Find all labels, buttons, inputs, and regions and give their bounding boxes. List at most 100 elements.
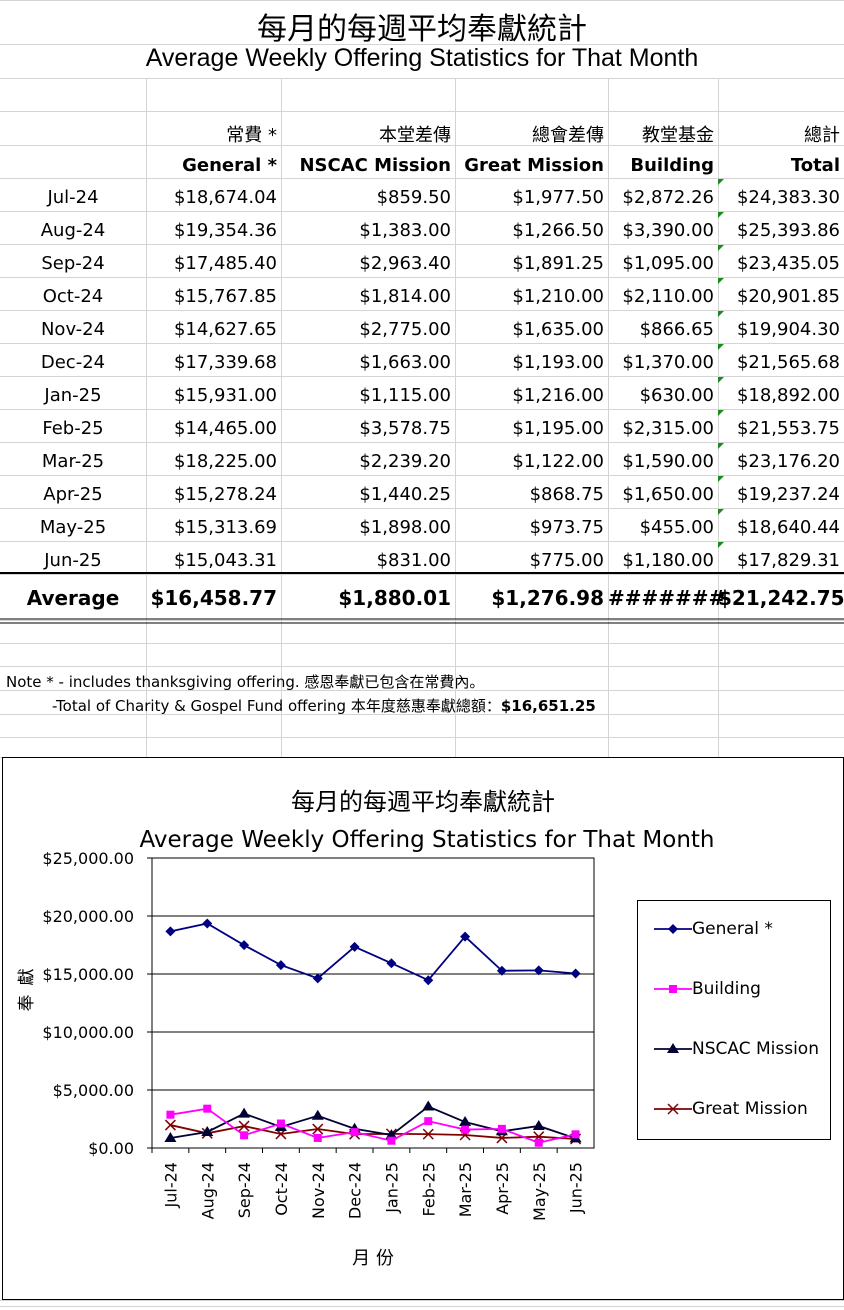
- row-building-value: $630.00: [639, 385, 714, 406]
- data-point-building: [387, 1136, 396, 1145]
- row-nscac-mission-value: $2,775.00: [359, 319, 451, 340]
- data-point-building: [534, 1138, 543, 1147]
- data-point-general: [496, 965, 507, 976]
- row-total-value: $23,435.05: [736, 253, 840, 274]
- row-great-mission-value: $1,891.25: [512, 253, 604, 274]
- row-total-value: $18,892.00: [736, 385, 840, 406]
- legend-marker: [669, 985, 677, 993]
- x-tick-label: Oct-24: [272, 1162, 291, 1216]
- row-building-value: $1,590.00: [622, 451, 714, 472]
- row-nscac-mission-value: $1,814.00: [359, 286, 451, 307]
- row-great-mission-value: $1,195.00: [512, 418, 604, 439]
- data-point-general: [202, 918, 213, 929]
- row-month: May-25: [39, 517, 107, 538]
- data-point-general: [423, 975, 434, 986]
- row-building-value: $1,180.00: [622, 550, 714, 571]
- row-general-value: $15,313.69: [173, 517, 277, 538]
- legend-item-general: General *: [638, 917, 830, 941]
- chart-legend[interactable]: General * Building NSCAC Mission Great Miss…: [637, 900, 831, 1140]
- row-total-value: $19,904.30: [736, 319, 840, 340]
- row-month: Dec-24: [40, 352, 106, 373]
- row-total-value: $23,176.20: [736, 451, 840, 472]
- data-point-nscac-mission: [238, 1107, 251, 1118]
- legend-label: Great Mission: [692, 1099, 808, 1119]
- y-axis-label: 奉: [17, 995, 37, 1012]
- legend-swatch: [654, 1043, 692, 1053]
- row-total-value: $21,565.68: [736, 352, 840, 373]
- data-point-general: [349, 941, 360, 952]
- data-point-nscac-mission: [385, 1129, 398, 1140]
- data-point-general: [312, 973, 323, 984]
- average-label: Average: [26, 586, 120, 610]
- row-nscac-mission-value: $859.50: [376, 187, 451, 208]
- row-month: Jul-24: [47, 187, 99, 208]
- y-axis-label: 獻: [17, 969, 37, 986]
- y-tick-label: $15,000.00: [42, 965, 134, 984]
- average-general-value: $16,458.77: [150, 586, 277, 610]
- row-great-mission-value: $973.75: [529, 517, 604, 538]
- data-point-building: [424, 1117, 433, 1126]
- row-building-value: $2,315.00: [622, 418, 714, 439]
- note-line-1: Note * - includes thanksgiving offering.…: [6, 673, 485, 691]
- row-total-value: $18,640.44: [736, 517, 840, 538]
- row-building-value: $1,095.00: [622, 253, 714, 274]
- row-great-mission-value: $1,977.50: [512, 187, 604, 208]
- header-en-building: Building: [630, 155, 714, 176]
- row-great-mission-value: $1,266.50: [512, 220, 604, 241]
- row-month: Feb-25: [42, 418, 104, 439]
- average-total-value: $21,242.75: [718, 586, 844, 610]
- data-point-general: [239, 940, 250, 951]
- legend-item-building: Building: [638, 977, 830, 1001]
- header-en-total: Total: [790, 155, 840, 176]
- data-point-building: [350, 1128, 359, 1137]
- row-nscac-mission-value: $1,383.00: [359, 220, 451, 241]
- series-line-general: [170, 922, 576, 982]
- data-point-nscac-mission: [164, 1132, 177, 1143]
- row-great-mission-value: $775.00: [529, 550, 604, 571]
- row-month: Aug-24: [40, 220, 106, 241]
- row-general-value: $15,043.31: [173, 550, 277, 571]
- legend-label: General *: [692, 919, 773, 939]
- row-month: Nov-24: [40, 319, 106, 340]
- row-total-value: $19,237.24: [736, 484, 840, 505]
- average-building-value: #######: [608, 586, 726, 610]
- row-great-mission-value: $1,210.00: [512, 286, 604, 307]
- data-point-nscac-mission: [422, 1100, 435, 1111]
- chart-title: 每月的每週平均奉獻統計: [291, 788, 555, 816]
- x-tick-label: Nov-24: [309, 1162, 328, 1219]
- average-great-mission-value: $1,276.98: [491, 586, 604, 610]
- data-point-building: [313, 1133, 322, 1142]
- legend-label: NSCAC Mission: [692, 1039, 819, 1059]
- row-general-value: $17,485.40: [173, 253, 277, 274]
- data-point-building: [461, 1125, 470, 1134]
- row-total-value: $24,383.30: [736, 187, 840, 208]
- row-nscac-mission-value: $2,239.20: [359, 451, 451, 472]
- y-tick-label: $0.00: [88, 1139, 134, 1158]
- row-total-value: $17,829.31: [736, 550, 840, 571]
- data-point-building: [166, 1110, 175, 1119]
- y-tick-label: $10,000.00: [42, 1023, 134, 1042]
- data-point-building: [571, 1130, 580, 1139]
- row-general-value: $19,354.36: [173, 220, 277, 241]
- row-great-mission-value: $1,216.00: [512, 385, 604, 406]
- legend-marker: [668, 924, 678, 934]
- row-nscac-mission-value: $1,115.00: [359, 385, 451, 406]
- row-general-value: $17,339.68: [173, 352, 277, 373]
- x-tick-label: Dec-24: [346, 1162, 365, 1219]
- row-general-value: $15,931.00: [173, 385, 277, 406]
- row-general-value: $18,674.04: [173, 187, 277, 208]
- data-point-nscac-mission: [201, 1125, 214, 1136]
- data-point-great-mission-stroke: [422, 1128, 434, 1140]
- data-point-building: [240, 1131, 249, 1140]
- plot-area: [151, 857, 595, 1149]
- header-zh-general: 常費 *: [226, 125, 277, 146]
- row-total-value: $20,901.85: [736, 286, 840, 307]
- legend-swatch: [654, 924, 692, 934]
- x-tick-label: May-25: [530, 1162, 549, 1221]
- legend-label: Building: [692, 979, 761, 999]
- chart-subtitle: Average Weekly Offering Statistics for T…: [139, 827, 714, 853]
- header-zh-nscac-mission: 本堂差傳: [379, 125, 451, 146]
- row-great-mission-value: $1,635.00: [512, 319, 604, 340]
- charity-total-value: $16,651.25: [500, 697, 596, 715]
- x-tick-label: Jan-25: [382, 1162, 401, 1214]
